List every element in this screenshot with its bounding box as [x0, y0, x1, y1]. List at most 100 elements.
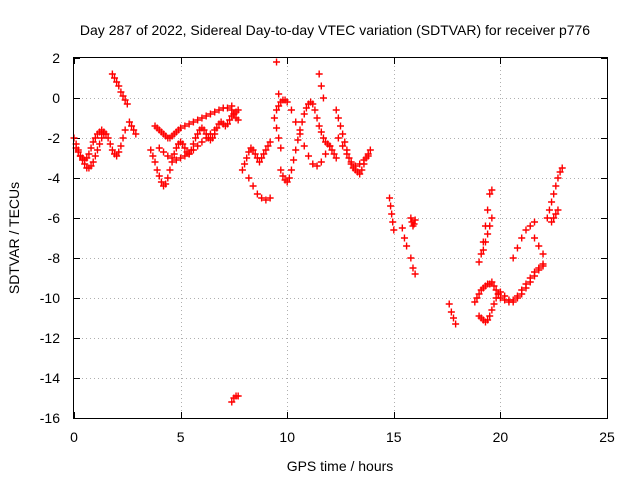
- data-point: [449, 314, 457, 322]
- data-point: [484, 316, 492, 324]
- data-point: [104, 134, 112, 142]
- data-point: [85, 150, 93, 158]
- data-point: [552, 210, 560, 218]
- data-point: [121, 96, 129, 104]
- data-point: [189, 118, 197, 126]
- data-point: [179, 140, 187, 148]
- data-point: [302, 104, 310, 112]
- data-point: [106, 140, 114, 148]
- x-tick-label: 15: [386, 429, 402, 445]
- data-point: [339, 142, 347, 150]
- data-point: [172, 156, 180, 164]
- data-point: [273, 124, 281, 132]
- data-point: [234, 392, 242, 400]
- data-point: [266, 138, 274, 146]
- data-point: [545, 206, 553, 214]
- data-point: [309, 160, 317, 168]
- data-point: [185, 150, 193, 158]
- data-point: [343, 150, 351, 158]
- data-point: [339, 130, 347, 138]
- data-point: [364, 152, 372, 160]
- x-tick-label: 25: [599, 429, 615, 445]
- data-point: [166, 166, 174, 174]
- x-axis-label: GPS time / hours: [287, 458, 394, 474]
- data-point: [400, 234, 408, 242]
- data-point: [300, 110, 308, 118]
- data-point: [83, 154, 91, 162]
- data-point: [300, 142, 308, 150]
- data-point: [535, 242, 543, 250]
- data-point: [87, 144, 95, 152]
- x-tick-labels: 0 5 10 15 20 25: [70, 429, 615, 445]
- data-point: [398, 224, 406, 232]
- y-tick-label: -14: [40, 370, 60, 386]
- y-tick-label: -6: [48, 210, 61, 226]
- data-point: [518, 234, 526, 242]
- data-point: [341, 138, 349, 146]
- data-point: [488, 214, 496, 222]
- data-point: [390, 226, 398, 234]
- data-point: [189, 146, 197, 154]
- data-point: [164, 152, 172, 160]
- data-point: [473, 294, 481, 302]
- data-point: [330, 150, 338, 158]
- data-point: [479, 246, 487, 254]
- data-point: [245, 174, 253, 182]
- data-point: [356, 160, 364, 168]
- data-point: [550, 190, 558, 198]
- data-point: [539, 250, 547, 258]
- data-point: [96, 140, 104, 148]
- data-point: [74, 148, 82, 156]
- data-point: [249, 146, 257, 154]
- data-point: [177, 154, 185, 162]
- y-tick-label: -12: [40, 330, 60, 346]
- data-point: [108, 146, 116, 154]
- data-point: [273, 106, 281, 114]
- data-point: [305, 152, 313, 160]
- y-axis-label: SDTVAR / TECUs: [6, 182, 22, 294]
- data-point: [230, 110, 238, 118]
- data-point: [486, 190, 494, 198]
- data-point: [262, 196, 270, 204]
- data-point: [168, 154, 176, 162]
- data-point: [531, 218, 539, 226]
- data-point: [234, 106, 242, 114]
- data-point: [125, 118, 133, 126]
- data-point: [315, 122, 323, 130]
- data-point: [475, 258, 483, 266]
- data-point: [198, 114, 206, 122]
- y-tick-label: -16: [40, 410, 60, 426]
- data-point: [253, 190, 261, 198]
- data-point: [309, 100, 317, 108]
- data-point: [326, 142, 334, 150]
- data-point: [162, 180, 170, 188]
- data-point: [251, 150, 259, 158]
- data-point: [322, 150, 330, 158]
- data-point: [202, 112, 210, 120]
- data-point: [292, 118, 300, 126]
- data-point: [181, 144, 189, 152]
- data-point: [273, 58, 281, 66]
- data-point: [155, 144, 163, 152]
- data-point: [245, 148, 253, 156]
- data-point: [170, 150, 178, 158]
- data-point: [488, 278, 496, 286]
- data-point: [185, 120, 193, 128]
- data-point: [488, 186, 496, 194]
- data-point: [117, 88, 125, 96]
- data-point: [157, 178, 165, 186]
- data-point: [496, 288, 504, 296]
- data-point: [194, 130, 202, 138]
- data-point: [91, 152, 99, 160]
- data-point: [501, 292, 509, 300]
- data-point: [115, 82, 123, 90]
- x-tick-label: 10: [279, 429, 295, 445]
- data-point: [403, 242, 411, 250]
- data-point: [492, 294, 500, 302]
- data-point: [526, 222, 534, 230]
- data-point: [117, 142, 125, 150]
- x-tick-label: 0: [70, 429, 78, 445]
- data-point: [386, 194, 394, 202]
- data-point: [531, 234, 539, 242]
